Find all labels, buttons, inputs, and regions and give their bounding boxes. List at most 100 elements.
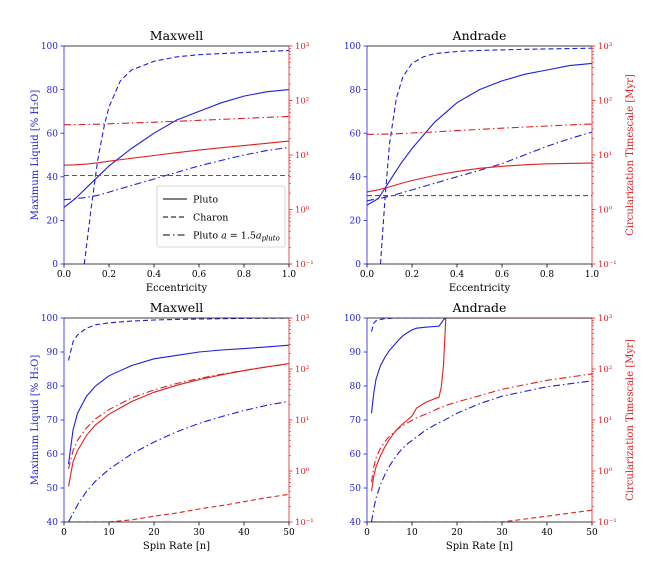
y2-tick-label: 10⁻¹	[598, 518, 617, 528]
x-tick-label: 1.0	[282, 270, 297, 280]
series-line-charon-timescale	[371, 509, 592, 522]
y-tick-label: 50	[350, 484, 362, 494]
x-tick-label: 40	[238, 528, 250, 538]
series-line-pluto-liquid	[67, 344, 289, 465]
x-tick-label: 10	[406, 528, 418, 538]
series-line-charon-liquid	[83, 49, 289, 264]
series-line-pluto-a-1-5-timescale	[367, 123, 592, 135]
panel-4: 0 10 20 30 40 50 40 50 60 70 80 90 100 10⁻¹ 10⁰ 10¹ 10² 1…	[344, 300, 636, 552]
y2-tick-label: 10³	[295, 42, 309, 52]
x-tick-label: 40	[541, 528, 553, 538]
y-tick-label: 20	[47, 217, 59, 227]
y2-tick-label: 10⁻¹	[295, 518, 314, 528]
series-line-pluto-timescale	[64, 140, 289, 166]
y2-tick-label: 10¹	[598, 416, 612, 426]
panel-title: Andrade	[452, 28, 507, 43]
x-tick-label: 0.2	[102, 270, 116, 280]
y-tick-label: 50	[47, 484, 59, 494]
y-tick-label: 70	[350, 416, 362, 426]
x-tick-label: 30	[193, 528, 205, 538]
x-tick-label: 0.0	[360, 270, 375, 280]
y2-tick-label: 10²	[598, 97, 612, 107]
y2-tick-label: 10⁻¹	[295, 260, 314, 270]
y2-tick-label: 10¹	[295, 151, 309, 161]
series-line-pluto-a-1-5-liquid	[367, 131, 592, 202]
series-group	[367, 47, 592, 264]
y2-tick-label: 10⁰	[295, 206, 310, 216]
series-line-charon-liquid	[370, 318, 592, 332]
y2-axis-label: Circularization Timescale [Myr]	[625, 339, 636, 501]
x-tick-label: 50	[586, 528, 598, 538]
y-tick-label: 100	[344, 42, 361, 52]
y2-axis-label: Circularization Timescale [Myr]	[625, 74, 636, 236]
y-tick-label: 60	[350, 129, 362, 139]
y-tick-label: 90	[47, 348, 59, 358]
x-axis-label: Spin Rate [n]	[143, 541, 210, 552]
y-axis-label: Maximum Liquid [% H₂O]	[30, 355, 41, 486]
panel-title: Maxwell	[150, 300, 203, 315]
panel-title: Andrade	[452, 300, 507, 315]
y2-tick-label: 10⁰	[598, 467, 613, 477]
legend-box	[156, 185, 286, 248]
y2-tick-label: 10²	[295, 97, 309, 107]
y2-tick-label: 10⁰	[598, 206, 613, 216]
series-line-pluto-liquid	[370, 318, 592, 414]
series-group	[67, 318, 289, 522]
legend-label: Pluto a = 1.5apluto	[193, 231, 280, 243]
y2-tick-label: 10³	[598, 314, 612, 324]
y-tick-label: 60	[350, 450, 362, 460]
y-axis-label: Maximum Liquid [% H₂O]	[30, 90, 41, 221]
y-tick-label: 40	[350, 173, 362, 183]
x-axis-label: Eccentricity	[449, 283, 511, 294]
series-line-pluto-a-1-5-timescale	[67, 363, 289, 470]
x-tick-label: 0	[61, 528, 67, 538]
series-group	[64, 49, 289, 264]
x-tick-label: 1.0	[585, 270, 600, 280]
y-tick-label: 80	[47, 382, 59, 392]
x-tick-label: 10	[103, 528, 115, 538]
y2-tick-label: 10⁻¹	[598, 260, 617, 270]
y-tick-label: 80	[350, 382, 362, 392]
y2-tick-label: 10³	[295, 314, 309, 324]
series-group	[370, 318, 592, 522]
x-tick-label: 30	[496, 528, 508, 538]
y-tick-label: 100	[344, 314, 361, 324]
y-tick-label: 0	[355, 260, 361, 270]
x-tick-label: 20	[148, 528, 160, 538]
y-tick-label: 100	[41, 42, 58, 52]
series-line-pluto-a-1-5-timescale	[370, 373, 592, 483]
y-tick-label: 40	[47, 173, 59, 183]
x-tick-label: 20	[451, 528, 463, 538]
panel-1: 0.0 0.2 0.4 0.6 0.8 1.0 0 20 40 60 80 100 10⁻¹ 10⁰ 10¹…	[30, 28, 314, 294]
series-line-pluto-a-1-5-liquid	[64, 146, 289, 201]
y2-tick-label: 10¹	[295, 416, 309, 426]
panel-3: 0 10 20 30 40 50 40 50 60 70 80 90 100 10⁻¹ 10⁰ 10¹ 10² 1…	[30, 300, 314, 552]
y-tick-label: 100	[41, 314, 58, 324]
panel-title: Maxwell	[150, 28, 203, 43]
x-tick-label: 0.8	[237, 270, 252, 280]
y-tick-label: 20	[350, 217, 362, 227]
series-line-pluto-a-1-5-liquid	[68, 400, 289, 522]
y-tick-label: 80	[47, 86, 59, 96]
x-tick-label: 0.2	[405, 270, 419, 280]
y2-tick-label: 10⁰	[295, 467, 310, 477]
series-line-pluto-timescale	[67, 362, 289, 487]
series-line-charon-liquid	[67, 318, 289, 361]
panel-2: 0.0 0.2 0.4 0.6 0.8 1.0 0 20 40 60 80 100 10⁻¹ 10⁰ 10¹…	[344, 28, 636, 294]
series-line-pluto-liquid	[64, 89, 289, 208]
series-line-pluto-timescale	[367, 162, 592, 193]
x-tick-label: 0.6	[192, 270, 207, 280]
legend: Pluto Charon Pluto a = 1.5apluto	[156, 185, 286, 248]
y2-tick-label: 10³	[598, 42, 612, 52]
y-tick-label: 40	[47, 518, 59, 528]
y-tick-label: 80	[350, 86, 362, 96]
y-tick-label: 60	[47, 129, 59, 139]
y2-tick-label: 10²	[598, 365, 612, 375]
y-tick-label: 70	[47, 416, 59, 426]
legend-label: Charon	[193, 213, 228, 224]
x-tick-label: 0.4	[450, 270, 465, 280]
x-axis-label: Spin Rate [n]	[446, 541, 513, 552]
x-axis-label: Eccentricity	[146, 283, 208, 294]
x-tick-label: 0.8	[540, 270, 555, 280]
